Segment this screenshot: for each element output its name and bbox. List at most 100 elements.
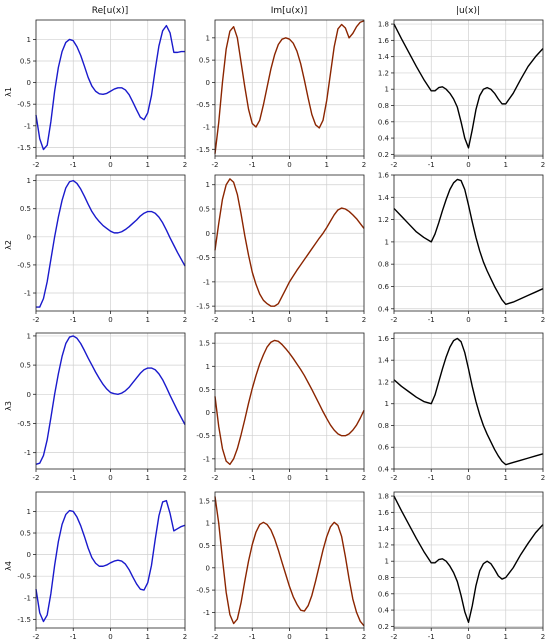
x-tick-label: -1 (249, 161, 256, 169)
y-tick-label: 0 (27, 391, 31, 399)
y-tick-label: 1 (206, 363, 210, 371)
x-tick-label: -2 (33, 316, 40, 324)
y-tick-label: 1.2 (378, 69, 389, 77)
y-tick-label: -1 (24, 290, 31, 298)
y-tick-label: -0.5 (196, 254, 210, 262)
y-tick-label: 0.6 (378, 118, 390, 126)
y-tick-label: 1 (385, 86, 389, 94)
y-tick-label: 0.5 (20, 530, 31, 538)
column-title-im: Im[u(x)] (271, 6, 308, 16)
x-tick-label: -2 (391, 161, 398, 169)
y-tick-label: 1.4 (378, 194, 390, 202)
x-tick-label: 0 (287, 474, 291, 482)
y-tick-label: 0.8 (378, 261, 389, 269)
y-tick-label: 0.6 (378, 283, 390, 291)
subplot-r3-im: -2 -1 0 1 2 -1 -0.5 0 0.5 1 1.5 (196, 332, 366, 482)
x-tick-label: 0 (108, 474, 112, 482)
y-tick-label: 1.4 (378, 525, 390, 533)
x-tick-label: -1 (70, 316, 77, 324)
series-line-r2-re (36, 179, 186, 308)
x-tick-label: 2 (183, 161, 187, 169)
subplot-r4-abs: -2 -1 0 1 2 0.2 0.4 0.6 0.8 1 1.2 1.4 1.6 1.8 (378, 491, 545, 641)
x-tick-label: 2 (183, 633, 187, 641)
y-tick-label: 1.6 (378, 335, 390, 343)
x-tick-label: 1 (146, 316, 150, 324)
y-tick-label: -0.5 (17, 101, 31, 109)
x-tick-label: 0 (287, 161, 291, 169)
y-tick-label: -0.5 (17, 261, 31, 269)
x-tick-label: 1 (504, 633, 508, 641)
row-label-2: λ2 (4, 240, 13, 250)
y-tick-label: 1 (27, 177, 31, 185)
subplot-r3-re: -2 -1 0 1 2 -1 -0.5 0 0.5 1 (17, 332, 187, 482)
y-tick-label: 0 (206, 230, 210, 238)
subplot-r2-im: -2 -1 0 1 2 -1.5 -1 -0.5 0 0.5 1 (196, 174, 366, 324)
y-tick-label: 1 (206, 181, 210, 189)
x-tick-label: -2 (33, 161, 40, 169)
y-tick-label: -0.5 (196, 101, 210, 109)
y-tick-label: -1.5 (196, 146, 210, 154)
y-tick-label: -0.5 (17, 573, 31, 581)
y-tick-label: 0 (27, 79, 31, 87)
subplot-r2-re: -2 -1 0 1 2 -1 -0.5 0 0.5 1 (17, 174, 187, 324)
x-tick-label: 2 (183, 474, 187, 482)
row-label-1: λ1 (4, 87, 13, 97)
y-tick-label: -1 (24, 122, 31, 130)
x-tick-label: 1 (146, 633, 150, 641)
x-tick-label: 2 (362, 633, 366, 641)
x-tick-label: -1 (70, 474, 77, 482)
x-tick-label: -1 (249, 633, 256, 641)
series-line-r3-re (35, 335, 186, 465)
series-line-r4-im (214, 496, 365, 627)
y-tick-label: 1 (385, 400, 389, 408)
y-tick-label: -1.5 (17, 144, 31, 152)
y-tick-label: 1.5 (199, 497, 210, 505)
y-tick-label: 1 (27, 36, 31, 44)
x-tick-label: 2 (362, 161, 366, 169)
y-tick-label: -1 (203, 124, 210, 132)
x-tick-label: 1 (325, 633, 329, 641)
y-tick-label: 1.6 (378, 172, 390, 180)
x-tick-label: -2 (212, 316, 219, 324)
x-tick-label: -1 (249, 316, 256, 324)
x-tick-label: -1 (428, 316, 435, 324)
y-tick-label: 1.5 (199, 340, 210, 348)
y-tick-label: -1.5 (17, 616, 31, 624)
y-tick-label: -1 (24, 449, 31, 457)
y-tick-label: 1.2 (378, 216, 389, 224)
x-tick-label: 1 (146, 161, 150, 169)
y-tick-label: -0.5 (17, 420, 31, 428)
y-tick-label: 1.8 (378, 493, 389, 501)
x-tick-label: -1 (70, 161, 77, 169)
x-tick-label: 0 (287, 316, 291, 324)
y-tick-label: 1.8 (378, 21, 389, 29)
y-tick-label: -0.5 (196, 587, 210, 595)
y-tick-label: 0 (27, 233, 31, 241)
x-tick-label: 1 (325, 316, 329, 324)
x-tick-label: 0 (108, 316, 112, 324)
subplot-r1-re: -2 -1 0 1 2 -1.5 -1 -0.5 0 0.5 1 (17, 19, 187, 169)
series-line-r4-re (35, 499, 186, 623)
subplot-r3-abs: -2 -1 0 1 2 0.4 0.6 0.8 1 1.2 1.4 1.6 (378, 332, 545, 482)
y-tick-label: 1 (206, 520, 210, 528)
x-tick-label: 1 (504, 474, 508, 482)
series-line-r1-im (214, 20, 365, 154)
y-tick-label: 1.4 (378, 357, 390, 365)
subplot-r1-abs: -2 -1 0 1 2 0.2 0.4 0.6 0.8 1 1.2 1.4 1.6 1.8 (378, 19, 545, 169)
y-tick-label: 0.2 (378, 151, 389, 159)
x-tick-label: -2 (391, 474, 398, 482)
column-title-abs: |u(x)| (456, 6, 480, 16)
x-tick-label: 1 (325, 161, 329, 169)
subplot-grid: -2 -1 0 1 2-1.5-1-0.500.51-2 -1 0 1 2-1.5-1-0.50… (17, 19, 545, 641)
x-tick-label: 0 (287, 633, 291, 641)
x-tick-label: -2 (391, 633, 398, 641)
column-title-re: Re[u(x)] (92, 6, 128, 16)
x-tick-label: -2 (212, 474, 219, 482)
subplot-r4-im: -2 -1 0 1 2 -1 -0.5 0 0.5 1 1.5 (196, 491, 366, 641)
y-tick-label: 0.5 (199, 542, 210, 550)
series-line-r1-re (35, 24, 185, 151)
y-tick-label: 0 (206, 564, 210, 572)
y-tick-label: 0.8 (378, 574, 389, 582)
x-tick-label: 1 (504, 316, 508, 324)
